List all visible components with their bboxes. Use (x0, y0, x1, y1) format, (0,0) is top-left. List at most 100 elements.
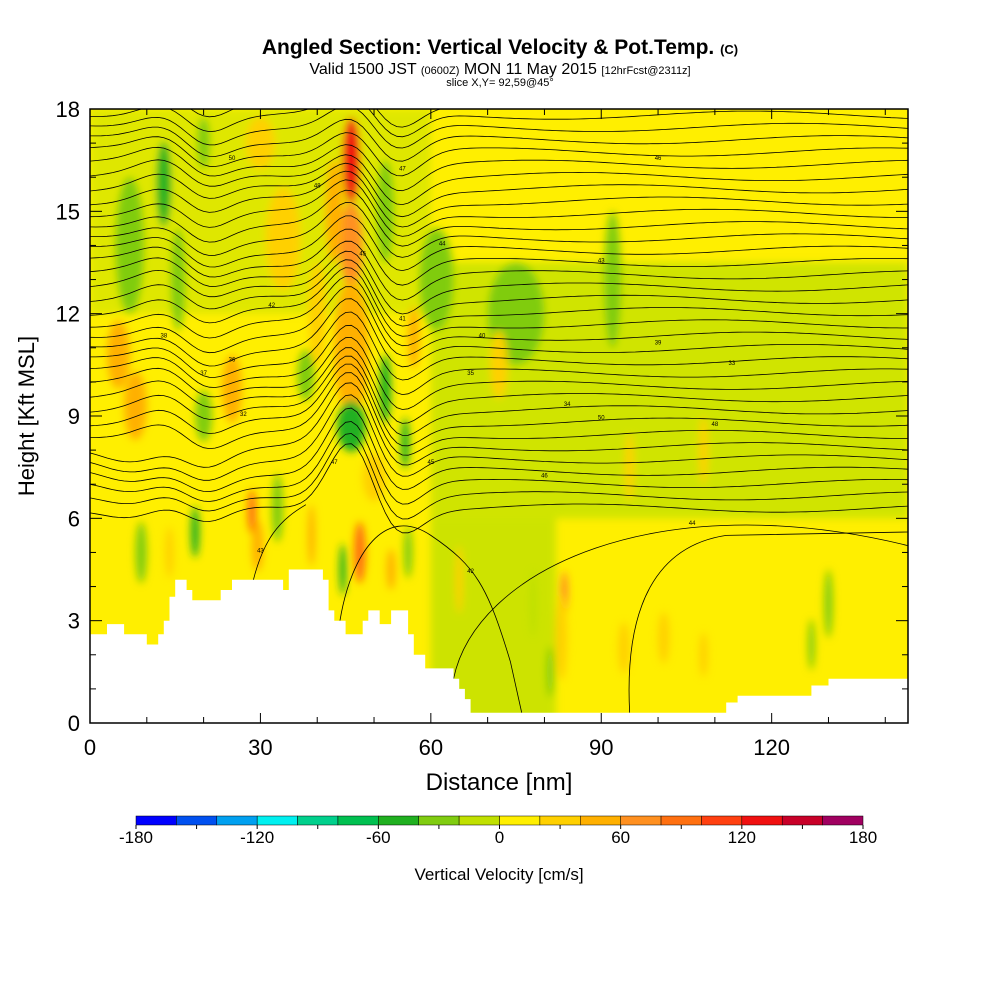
x-tick-label: 60 (419, 735, 443, 760)
velocity-cell (308, 504, 315, 567)
theta-contour (90, 228, 908, 286)
theta-contour (90, 267, 908, 337)
velocity-cell (124, 371, 147, 440)
y-tick-label: 9 (68, 404, 80, 429)
chart-subtitle: Valid 1500 JST (0600Z) MON 11 May 2015 [… (309, 61, 691, 78)
velocity-cell (408, 306, 420, 369)
velocity-cell (625, 433, 634, 502)
theta-label: 48 (314, 183, 321, 189)
velocity-cell (546, 646, 554, 698)
x-axis: 0 30 60 90 120 (84, 109, 886, 760)
theta-label: 45 (427, 460, 434, 466)
velocity-cell (107, 320, 130, 389)
velocity-cell (297, 349, 315, 401)
theta-label: 40 (479, 334, 486, 340)
colorbar-swatch (822, 815, 864, 826)
y-tick-label: 6 (68, 506, 80, 531)
colorbar-swatch (216, 815, 258, 826)
velocity-cell (246, 117, 275, 169)
velocity-cell (658, 612, 670, 664)
theta-contour (90, 382, 908, 468)
theta-label: 43 (257, 548, 264, 554)
theta-contour (90, 109, 908, 149)
colorbar-swatch (297, 815, 339, 826)
velocity-cell (618, 622, 630, 674)
theta-contour (90, 189, 908, 247)
theta-label: 50 (598, 415, 605, 421)
theta-label: 33 (729, 361, 736, 367)
colorbar-swatch (580, 815, 621, 826)
y-tick-label: 0 (68, 711, 80, 736)
velocity-cell (419, 228, 454, 331)
velocity-cell (251, 520, 264, 572)
velocity-cell (699, 632, 708, 677)
theta-contour (90, 275, 908, 347)
theta-contour (190, 109, 442, 128)
velocity-cell (271, 473, 284, 543)
theta-label: 44 (689, 521, 696, 527)
chart-title: Angled Section: Vertical Velocity & Pot.… (261, 36, 739, 59)
velocity-cell (325, 160, 343, 263)
slice-label: slice X,Y= 92,59@45° (446, 77, 554, 89)
terrain-mask (90, 569, 908, 723)
colorbar-swatch (135, 815, 177, 826)
colorbar-tick-label: 120 (728, 828, 756, 847)
theta-label: 35 (467, 371, 474, 377)
theta-label: 44 (439, 241, 446, 247)
velocity-cell (401, 417, 410, 469)
theta-label: 39 (655, 340, 662, 346)
y-tick-label: 12 (56, 302, 80, 327)
colorbar-tick-label: 60 (611, 828, 630, 847)
colorbar-tick-label: -60 (366, 828, 391, 847)
theta-label: 41 (399, 316, 406, 322)
colorbar-swatch (458, 815, 500, 826)
velocity-cell (247, 489, 257, 534)
velocity-cell (339, 543, 347, 596)
theta-label: 42 (467, 569, 474, 575)
velocity-cell (379, 354, 392, 423)
velocity-cell (528, 569, 538, 638)
velocity-cell (490, 330, 508, 399)
x-tick-label: 120 (753, 735, 790, 760)
colorbar: -180 -120 -60 0 60 120 180 (119, 815, 877, 847)
colorbar-swatch (499, 815, 541, 826)
theta-label: 47 (331, 460, 338, 466)
theta-contour (90, 240, 908, 301)
theta-contour (90, 259, 908, 327)
y-tick-label: 15 (56, 199, 80, 224)
theta-contour (90, 421, 908, 505)
theta-contour (90, 298, 908, 368)
plot-area: 50 48 47 46 45 44 43 42 41 40 39 38 37 36 35 34 33 32 50 48… (90, 109, 908, 723)
theta-contour (90, 286, 908, 356)
x-tick-label: 0 (84, 735, 96, 760)
velocity-cell (339, 202, 363, 289)
colorbar-swatch (660, 815, 702, 826)
theta-label: 48 (712, 422, 719, 428)
colorbar-tick-label: -180 (119, 828, 153, 847)
theta-contour (90, 363, 908, 447)
theta-label: 43 (598, 259, 605, 265)
theta-label: 47 (399, 166, 406, 172)
theta-contour (90, 202, 908, 258)
colorbar-swatch (256, 815, 298, 826)
colorbar-swatch (337, 815, 379, 826)
theta-label: 38 (161, 334, 168, 340)
colorbar-swatch (741, 815, 783, 826)
theta-contour-labels: 50 48 47 46 45 44 43 42 41 40 39 38 37 36 35 34 33 32 50 48… (161, 156, 736, 575)
theta-contour (90, 132, 908, 177)
theta-label: 32 (240, 412, 247, 418)
y-tick-label: 18 (56, 97, 80, 122)
theta-contour (90, 250, 908, 315)
colorbar-swatch (418, 815, 460, 826)
theta-contour (90, 311, 908, 381)
theta-label: 45 (359, 252, 366, 258)
y-axis-label: Height [Kft MSL] (14, 336, 39, 496)
velocity-cell (222, 354, 242, 423)
velocity-cell (195, 390, 213, 442)
colorbar-swatch (781, 815, 823, 826)
theta-contour (90, 179, 908, 237)
velocity-cell (555, 595, 568, 681)
theta-contour (90, 336, 908, 410)
